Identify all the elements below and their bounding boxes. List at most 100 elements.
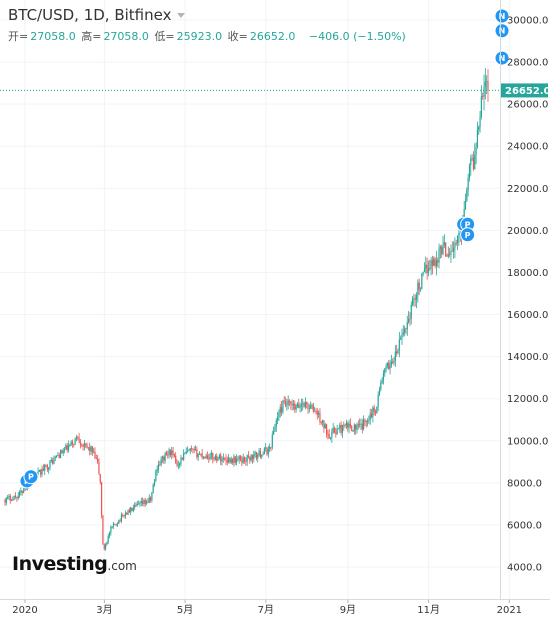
news-marker[interactable]: N (494, 8, 510, 24)
candle (214, 454, 217, 461)
candle (373, 404, 375, 416)
candle-body (417, 282, 419, 295)
candle-body (304, 402, 306, 408)
event-marker-p[interactable]: P (23, 469, 39, 485)
candle-body (62, 450, 64, 454)
candle-body (148, 497, 150, 503)
candle (279, 403, 281, 418)
candle (12, 496, 14, 501)
candle (361, 418, 363, 434)
candle-body (73, 444, 75, 445)
candle (327, 429, 329, 440)
candle-body (16, 497, 18, 499)
candle-body (336, 428, 338, 434)
candle-body (151, 492, 153, 501)
candle (188, 448, 190, 452)
candle (390, 354, 392, 368)
candle-body (366, 421, 369, 423)
candle (319, 408, 321, 425)
price-tick-label: 16000.0 (507, 310, 548, 321)
candle-body (265, 447, 267, 449)
candle (303, 401, 305, 408)
candle-body (56, 455, 58, 458)
candle-body (333, 427, 336, 433)
candle (83, 439, 85, 451)
candle-body (470, 158, 472, 165)
candle (443, 234, 445, 249)
candle-body (53, 457, 55, 464)
candle-body (70, 441, 72, 446)
candle-body (311, 405, 313, 406)
candle (394, 345, 396, 367)
symbol-title[interactable]: BTC/USD, 1D, Bitfinex (8, 6, 498, 24)
candle (482, 92, 484, 100)
candle (104, 543, 107, 551)
candle (8, 494, 10, 501)
candle (189, 447, 191, 455)
candle (329, 436, 332, 441)
candle (67, 440, 70, 453)
candle (336, 424, 338, 436)
candle-body (378, 389, 381, 396)
candle (298, 398, 300, 409)
candle-body (394, 351, 396, 361)
candle (130, 506, 132, 516)
candle-body (267, 449, 269, 455)
news-marker[interactable]: N (494, 50, 510, 66)
candle-body (254, 452, 256, 455)
candle (38, 469, 41, 472)
candle (271, 430, 273, 450)
candle-body (376, 406, 378, 414)
candle-body (307, 404, 309, 409)
candle-body (103, 544, 105, 549)
candle (468, 163, 471, 182)
candle-body (142, 501, 144, 504)
grid-lines (0, 0, 510, 599)
investing-logo[interactable]: Investing.com (12, 553, 137, 575)
candle-body (233, 456, 235, 463)
candle (176, 459, 178, 468)
candle (151, 491, 153, 503)
candle-body (467, 177, 469, 190)
event-marker-p[interactable]: P (460, 227, 476, 243)
candle (210, 450, 213, 460)
candle-body (127, 510, 129, 515)
candle-body (261, 455, 263, 458)
candle (71, 439, 74, 448)
candle (476, 121, 479, 149)
candle (77, 435, 79, 441)
candle (245, 457, 247, 466)
caret-down-icon[interactable] (177, 13, 186, 18)
candle-body (213, 458, 215, 460)
marker-label: N (499, 27, 506, 36)
candle (69, 443, 71, 447)
candle-body (374, 411, 377, 414)
candle (258, 448, 260, 457)
candle (233, 454, 235, 467)
candle (368, 415, 370, 425)
candle-body (90, 446, 92, 452)
candle (155, 469, 157, 482)
last-price-label: 26652.0 (505, 86, 550, 97)
candle (352, 429, 354, 432)
marker-circle (460, 227, 476, 243)
candle-body (255, 452, 258, 459)
candle (388, 359, 390, 371)
candle-body (439, 246, 441, 249)
candle (353, 423, 355, 435)
candle-body (189, 448, 191, 451)
candle-body (295, 406, 297, 410)
price-tick-label: 18000.0 (507, 268, 548, 279)
price-tick-label: 8000.0 (507, 478, 542, 489)
candle (243, 456, 246, 464)
candle (87, 447, 89, 451)
candle (356, 422, 358, 434)
news-marker[interactable]: N (494, 23, 510, 39)
candle-body (283, 400, 285, 402)
candle (168, 447, 170, 459)
candle (365, 420, 367, 428)
candle (366, 418, 369, 427)
candle (381, 377, 383, 385)
candle-body (319, 412, 321, 422)
